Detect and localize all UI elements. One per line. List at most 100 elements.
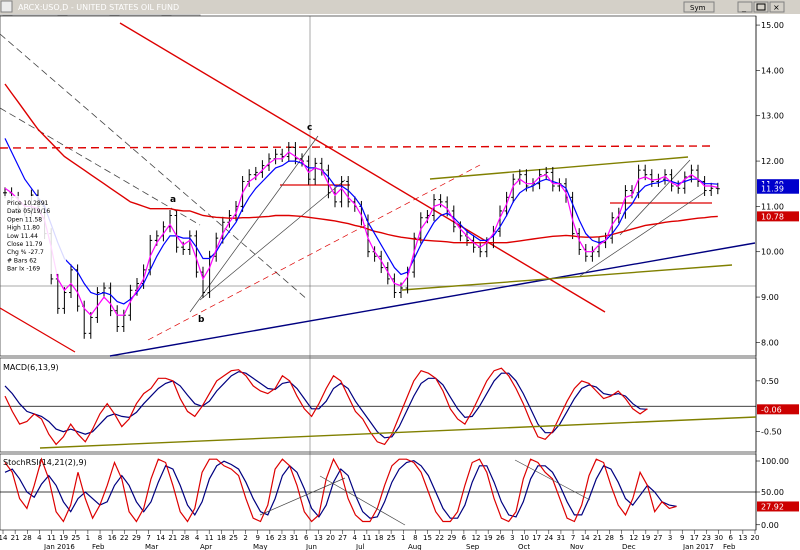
x-day-label: 18 bbox=[217, 534, 226, 542]
x-day-label: 15 bbox=[423, 534, 432, 542]
x-day-label: 28 bbox=[605, 534, 614, 542]
x-day-label: 29 bbox=[132, 534, 141, 542]
price-y-label: 15.00 bbox=[761, 21, 784, 30]
x-day-label: 27 bbox=[338, 534, 347, 542]
x-day-label: 6 bbox=[462, 534, 467, 542]
x-day-label: 18 bbox=[375, 534, 384, 542]
x-day-label: 12 bbox=[472, 534, 481, 542]
sym-button[interactable]: Sym bbox=[683, 1, 715, 13]
price-y-label: 10.00 bbox=[761, 248, 784, 257]
x-month-label: Apr bbox=[200, 543, 212, 550]
x-day-label: 11 bbox=[47, 534, 56, 542]
x-day-label: 4 bbox=[37, 534, 42, 542]
stochrsi-trendline-3 bbox=[259, 477, 346, 516]
price-last-value-bg bbox=[757, 211, 799, 222]
macd-pane bbox=[0, 357, 757, 453]
trendline-red-dashed-resistance bbox=[0, 145, 711, 149]
macd-line bbox=[4, 367, 648, 446]
price-last-value: 10.78 bbox=[761, 212, 784, 221]
x-month-label: Jan 2017 bbox=[682, 543, 714, 550]
data-window-row: Open 11.58 bbox=[7, 216, 42, 223]
close-icon: × bbox=[773, 3, 780, 12]
macd-trendline-olive bbox=[39, 416, 757, 449]
x-day-label: 6 bbox=[729, 534, 734, 542]
x-day-label: 9 bbox=[680, 534, 684, 542]
x-month-label: May bbox=[253, 543, 267, 550]
x-day-label: 19 bbox=[641, 534, 650, 542]
data-window-row: Close 11.79 bbox=[7, 241, 43, 248]
x-day-label: 11 bbox=[205, 534, 214, 542]
x-day-label: 1 bbox=[401, 534, 405, 542]
trendline-black-rising-right bbox=[579, 191, 706, 277]
stochrsi-signal-line bbox=[4, 459, 677, 519]
x-day-label: 27 bbox=[654, 534, 663, 542]
x-day-label: 6 bbox=[304, 534, 309, 542]
trendline-olive-upper bbox=[429, 156, 689, 180]
data-window-row: Chg % -27.7 bbox=[7, 249, 44, 256]
data-window-row: Price 10.2891 bbox=[7, 200, 49, 207]
trendline-black-rising bbox=[189, 135, 319, 313]
x-day-label: 29 bbox=[447, 534, 456, 542]
x-day-label: 7 bbox=[571, 534, 575, 542]
price-y-label: 14.00 bbox=[761, 66, 784, 75]
x-day-label: 8 bbox=[413, 534, 417, 542]
stochrsi-trendline-2 bbox=[514, 459, 591, 501]
price-last-value: 11.39 bbox=[761, 185, 784, 194]
x-day-label: 25 bbox=[229, 534, 238, 542]
data-window-row: Bar Ix -169 bbox=[7, 266, 40, 273]
sym-label: Sym bbox=[690, 4, 706, 12]
x-day-label: 19 bbox=[484, 534, 493, 542]
x-day-label: 1 bbox=[86, 534, 90, 542]
x-day-label: 14 bbox=[0, 534, 8, 542]
price-y-label: 9.00 bbox=[761, 293, 779, 302]
trendline-black-dashed-upper bbox=[0, 33, 309, 301]
x-day-label: 21 bbox=[11, 534, 20, 542]
annotation-c: c bbox=[307, 123, 312, 133]
stochrsi-y-label: 50.00 bbox=[761, 488, 784, 497]
x-day-label: 17 bbox=[690, 534, 699, 542]
x-day-label: 22 bbox=[435, 534, 444, 542]
stochrsi-y-label: 0.00 bbox=[761, 521, 779, 530]
x-day-label: 7 bbox=[146, 534, 150, 542]
moving-averages bbox=[4, 83, 718, 317]
stochrsi-last-value: 27.92 bbox=[761, 502, 784, 511]
minimize-button[interactable]: _ bbox=[737, 1, 753, 13]
x-day-label: 2 bbox=[243, 534, 247, 542]
x-axis: 14 21 28 4 11 19 25 1 8 16 22 29 7 14 21 28 4 11 18 25 2 9 16 2… bbox=[0, 530, 800, 550]
trendline-red-lower-left bbox=[0, 307, 76, 353]
data-window-row: High 11.80 bbox=[7, 225, 40, 232]
price-trendlines bbox=[0, 22, 756, 357]
x-day-label: 4 bbox=[195, 534, 200, 542]
x-day-label: 3 bbox=[510, 534, 514, 542]
annotation-b: b bbox=[198, 315, 205, 325]
x-day-label: 10 bbox=[520, 534, 529, 542]
ma-long-line bbox=[4, 83, 718, 244]
x-day-label: 4 bbox=[353, 534, 358, 542]
price-y-label: 11.00 bbox=[761, 202, 784, 211]
macd-y-label: 0.50 bbox=[761, 377, 779, 386]
trendline-black-dashed-lower bbox=[0, 107, 201, 226]
x-month-label: Mar bbox=[145, 543, 158, 550]
maximize-icon bbox=[756, 3, 766, 11]
x-day-label: 20 bbox=[326, 534, 335, 542]
stochrsi-trendline-1 bbox=[319, 475, 406, 526]
x-day-label: 24 bbox=[544, 534, 553, 542]
x-day-label: 23 bbox=[702, 534, 711, 542]
close-button[interactable]: × bbox=[769, 1, 785, 13]
x-day-label: 25 bbox=[71, 534, 80, 542]
title-bar bbox=[0, 0, 800, 14]
stochrsi-line bbox=[4, 457, 677, 523]
x-day-label: 21 bbox=[593, 534, 602, 542]
maximize-button[interactable] bbox=[753, 1, 769, 13]
x-day-label: 17 bbox=[532, 534, 541, 542]
x-day-label: 31 bbox=[290, 534, 299, 542]
x-day-label: 19 bbox=[59, 534, 68, 542]
x-day-label: 13 bbox=[738, 534, 747, 542]
trendline-red-down bbox=[119, 22, 606, 313]
x-month-label: Nov bbox=[570, 543, 584, 550]
stochrsi-y-label: 100.00 bbox=[761, 457, 789, 466]
trendline-olive-lower bbox=[401, 264, 733, 291]
x-month-label: Jan 2016 bbox=[43, 543, 75, 550]
x-day-label: 3 bbox=[668, 534, 672, 542]
